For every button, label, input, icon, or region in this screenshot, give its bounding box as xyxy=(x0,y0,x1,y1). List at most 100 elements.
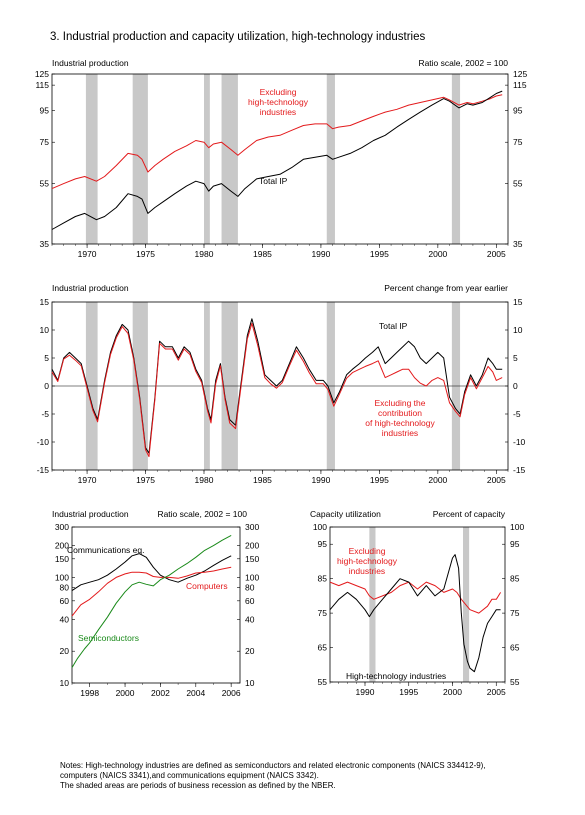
y-tick-label-right: 65 xyxy=(510,643,520,653)
y-tick-label-right: 15 xyxy=(513,297,523,307)
series-label: Communications eq. xyxy=(67,545,144,555)
y-tick-label-right: 125 xyxy=(513,69,527,79)
notes-line-3: The shaded areas are periods of business… xyxy=(60,781,336,790)
plot-frame xyxy=(71,526,241,684)
series-label: Excluding xyxy=(260,87,297,97)
chart-ip-percent-change: Industrial production Percent change from… xyxy=(37,283,526,485)
series-line-red xyxy=(329,581,502,614)
y-tick-label-left: 40 xyxy=(60,614,70,624)
x-tick-label: 2000 xyxy=(428,249,447,259)
x-tick-label: 1998 xyxy=(80,688,99,698)
series-label: Excluding xyxy=(349,546,386,556)
y-tick-label-left: 95 xyxy=(40,106,50,116)
y-tick-label-right: 85 xyxy=(510,574,520,584)
chart-title-left: Capacity utilization xyxy=(310,509,381,519)
y-tick-label-right: 75 xyxy=(510,608,520,618)
y-tick-label-left: 85 xyxy=(318,574,328,584)
x-tick-label: 1990 xyxy=(356,687,375,697)
series-line-black xyxy=(51,318,503,454)
series-label: High-technology industries xyxy=(346,671,446,681)
y-tick-label-left: 10 xyxy=(60,678,70,688)
y-tick-label-right: 100 xyxy=(245,572,259,582)
chart-title-left: Industrial production xyxy=(52,509,129,519)
notes-line-1: Notes: High-technology industries are de… xyxy=(60,761,486,770)
y-tick-label-right: 10 xyxy=(245,678,255,688)
chart-title-left: Industrial production xyxy=(52,58,129,68)
x-tick-label: 1980 xyxy=(195,249,214,259)
chart-ip-level: Industrial production Ratio scale, 2002 =… xyxy=(35,58,528,259)
y-tick-label-left: 55 xyxy=(40,179,50,189)
y-tick-label-right: 0 xyxy=(513,381,518,391)
x-tick-label: 2000 xyxy=(443,687,462,697)
y-tick-label-right: 150 xyxy=(245,554,259,564)
y-tick-label-left: 115 xyxy=(35,80,49,90)
x-tick-label: 1970 xyxy=(78,475,97,485)
y-tick-label-left: 150 xyxy=(55,554,69,564)
y-tick-label-right: 10 xyxy=(513,325,523,335)
recession-band-5 xyxy=(451,74,461,244)
y-tick-label-right: 55 xyxy=(510,677,520,687)
x-tick-label: 1995 xyxy=(370,249,389,259)
y-tick-label-left: 20 xyxy=(60,646,70,656)
series-label: high-technology xyxy=(337,556,398,566)
y-tick-label-right: 60 xyxy=(245,596,255,606)
series-line-red xyxy=(71,566,232,617)
y-tick-label-right: 115 xyxy=(513,80,527,90)
series-label: industries xyxy=(349,566,385,576)
x-tick-label: 1990 xyxy=(311,475,330,485)
x-tick-label: 2005 xyxy=(487,249,506,259)
x-tick-label: 1990 xyxy=(311,249,330,259)
y-tick-label-right: 75 xyxy=(513,137,523,147)
x-tick-label: 1975 xyxy=(136,475,155,485)
x-tick-label: 2005 xyxy=(487,687,506,697)
series-label: Excluding the xyxy=(374,398,425,408)
recession-band-3 xyxy=(221,74,238,244)
y-tick-label-left: 100 xyxy=(313,522,327,532)
x-tick-label: 1985 xyxy=(253,475,272,485)
page-title: 3. Industrial production and capacity ut… xyxy=(50,31,426,43)
y-tick-label-left: 15 xyxy=(40,297,50,307)
plot-frame xyxy=(51,73,509,245)
y-tick-label-left: 55 xyxy=(318,677,328,687)
y-tick-label-left: 95 xyxy=(318,539,328,549)
y-tick-label-right: 300 xyxy=(245,522,259,532)
chart-title-right: Ratio scale, 2002 = 100 xyxy=(157,509,247,519)
y-tick-label-right: 35 xyxy=(513,239,523,249)
chart-title-right: Percent of capacity xyxy=(433,509,506,519)
x-tick-label: 1975 xyxy=(136,249,155,259)
x-tick-label: 2006 xyxy=(222,688,241,698)
x-tick-label: 1995 xyxy=(399,687,418,697)
y-tick-label-left: 5 xyxy=(44,353,49,363)
y-tick-label-right: 55 xyxy=(513,179,523,189)
y-tick-label-left: 300 xyxy=(55,522,69,532)
y-tick-label-left: 10 xyxy=(40,325,50,335)
y-tick-label-right: -10 xyxy=(513,437,526,447)
y-tick-label-left: 100 xyxy=(55,572,69,582)
x-tick-label: 2004 xyxy=(186,688,205,698)
series-label: Total IP xyxy=(259,176,288,186)
x-tick-label: 1985 xyxy=(253,249,272,259)
series-line-black xyxy=(329,554,501,673)
y-tick-label-left: 80 xyxy=(60,583,70,593)
recession-band-1 xyxy=(132,74,148,244)
series-label: of high-technology xyxy=(365,418,435,428)
series-label: Semiconductors xyxy=(78,633,139,643)
y-tick-label-right: 95 xyxy=(513,106,523,116)
chart-capacity-utilization: Capacity utilization Percent of capacity 5… xyxy=(310,509,524,697)
recession-band-2 xyxy=(204,74,210,244)
chart-ip-high-tech: Industrial production Ratio scale, 2002 =… xyxy=(52,509,259,698)
y-tick-label-left: 75 xyxy=(318,608,328,618)
recession-band-0 xyxy=(85,74,98,244)
y-tick-label-right: 5 xyxy=(513,353,518,363)
x-tick-label: 2002 xyxy=(151,688,170,698)
series-line-green xyxy=(71,534,232,668)
chart-title-left: Industrial production xyxy=(52,283,129,293)
y-tick-label-left: -10 xyxy=(37,437,50,447)
x-tick-label: 2000 xyxy=(428,475,447,485)
series-label: Total IP xyxy=(379,321,408,331)
y-tick-label-left: 0 xyxy=(44,381,49,391)
y-tick-label-right: -5 xyxy=(513,409,521,419)
y-tick-label-right: 20 xyxy=(245,646,255,656)
y-tick-label-right: 100 xyxy=(510,522,524,532)
y-tick-label-right: 40 xyxy=(245,614,255,624)
